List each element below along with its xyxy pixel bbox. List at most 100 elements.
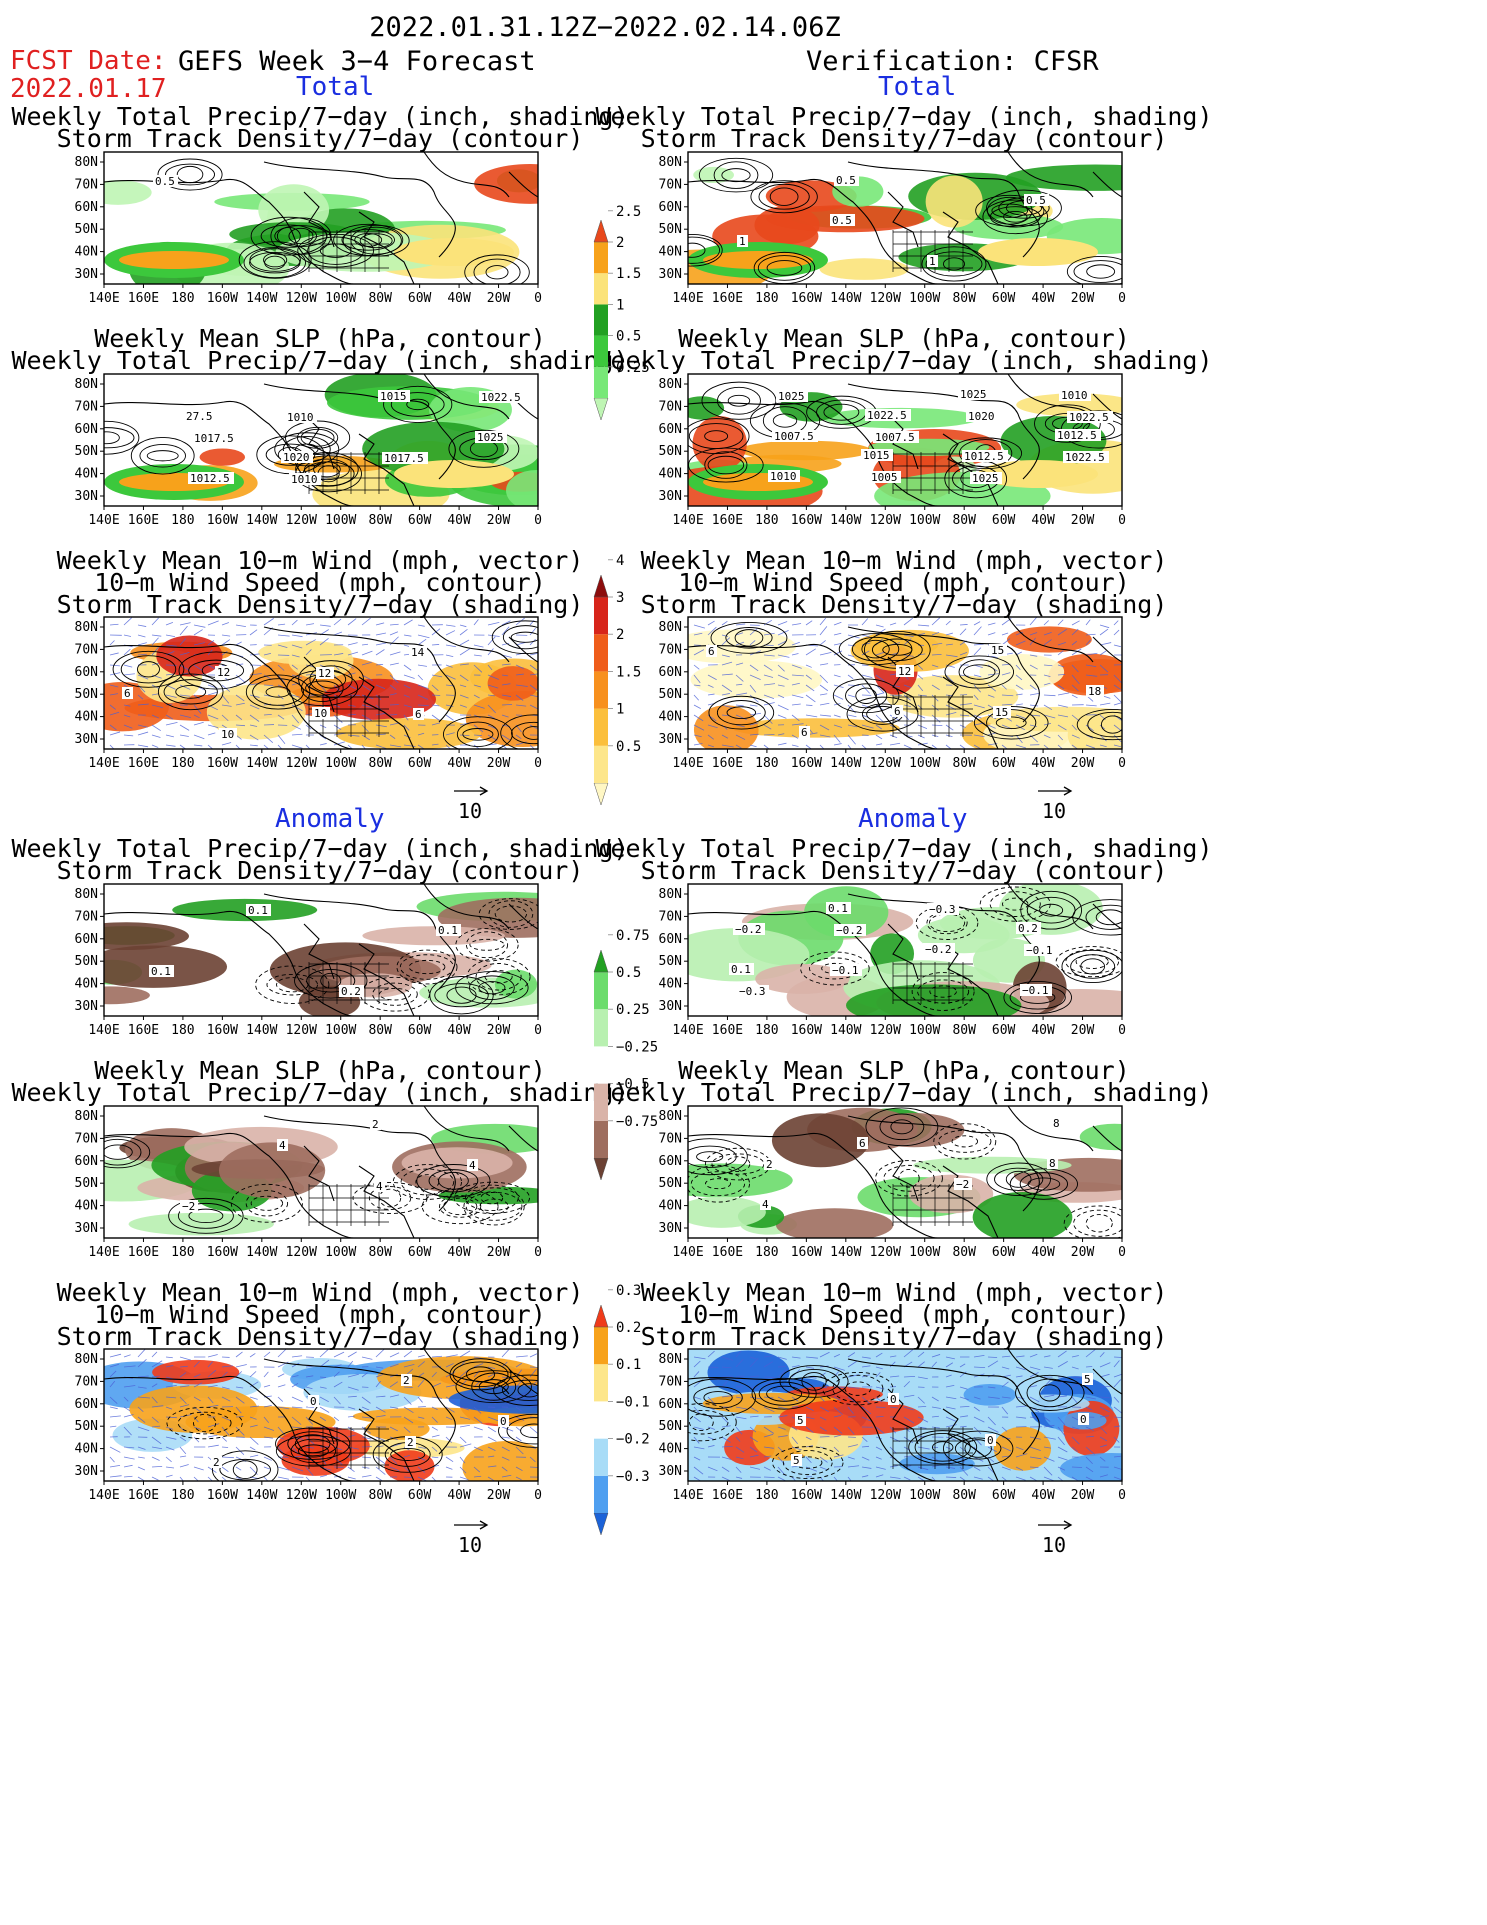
lon-tick-label: 160E [712,1245,743,1260]
contour-label: 8 [1049,1157,1056,1170]
colorbar-swatch [594,366,608,398]
lat-tick-label: 80N [75,1352,98,1367]
lat-tick-label: 80N [659,377,682,392]
title-fc-total-wind: Weekly Mean 10−m Wind (mph, vector) 10−m … [56,546,584,619]
panel-ob-total-wind: 6 15 18 6 12 15 6 80N 70N 60N 50N 40N 30N 140E 160E 180… [624,616,1204,787]
lon-tick-label: 0 [1118,756,1126,771]
lon-tick-label: 160E [712,756,743,771]
contour-label: 1010 [770,470,797,483]
lon-tick-label: 80W [368,1245,392,1260]
lat-tick-label: 60N [75,932,98,947]
lon-tick-label: 140W [830,1245,861,1260]
colorbar-label: 0.5 [616,329,641,345]
colorbar-label: 3 [616,590,624,606]
lon-tick-label: 40W [447,756,471,771]
lon-tick-label: 20W [487,756,511,771]
colorbar-swatch [594,745,608,783]
lat-tick-label: 50N [659,954,682,969]
contour-label: 1022.5 [867,409,907,422]
lon-tick-label: 160E [128,1023,159,1038]
fcst-date-label: FCST Date: [10,46,167,76]
contour-label: 1010 [291,473,318,486]
lon-tick-label: 160E [128,756,159,771]
lon-tick-label: 40W [447,1245,471,1260]
contour-label: 1 [929,255,936,268]
lon-tick-label: 0 [1118,1023,1126,1038]
lat-tick-label: 70N [659,1374,682,1389]
contour-label: 5 [1084,1373,1091,1386]
title-fc-total-precip: Weekly Total Precip/7−day (inch, shading… [11,102,629,153]
lon-tick-label: 40W [1031,1023,1055,1038]
contour-label: 0.5 [832,214,852,227]
colorbar-swatch [593,949,609,973]
lon-tick-label: 120W [870,1488,901,1503]
colorbar-swatch [594,242,608,274]
lon-tick-label: 60W [992,513,1016,528]
lon-tick-label: 60W [408,1488,432,1503]
lon-tick-label: 180 [171,1488,194,1503]
lon-tick-label: 120W [870,1245,901,1260]
contour-label: 1020 [283,451,310,464]
lon-tick-label: 140W [246,291,277,306]
colorbar-swatch [594,1120,608,1158]
lon-tick-label: 80W [952,513,976,528]
contour-label: 1025 [477,431,504,444]
colorbar-swatch [594,671,608,709]
section-total-left: Total [296,72,375,102]
lon-tick-label: 180 [755,1245,778,1260]
lon-tick-label: 160W [207,513,238,528]
title-ob-total-precip: Weekly Total Precip/7−day (inch, shading… [595,102,1213,153]
colorbar-swatch [594,1083,608,1121]
lat-tick-label: 50N [659,1419,682,1434]
lon-tick-label: 40W [447,1023,471,1038]
lon-tick-label: 180 [755,1023,778,1038]
lon-tick-label: 160E [128,1245,159,1260]
colorbar-swatch [594,1009,608,1047]
lat-tick-label: 70N [659,642,682,657]
lon-tick-label: 60W [992,756,1016,771]
lon-tick-label: 180 [755,513,778,528]
lon-tick-label: 80W [952,1023,976,1038]
lon-tick-label: 140W [830,1488,861,1503]
colorbar-label: 2.5 [616,204,641,220]
contour-label: 6 [859,1137,866,1150]
contour-label: 2 [403,1374,410,1387]
lon-tick-label: 0 [534,291,542,306]
lat-tick-label: 40N [75,245,98,260]
contour-label: 0.1 [248,904,268,917]
lat-tick-label: 50N [75,954,98,969]
contour-label: 1010 [287,411,314,424]
contour-label: 10 [314,707,327,720]
colorbar-swatch [594,335,608,367]
colorbar-storm-anom: −0.3 −0.2 −0.1 0.1 0.2 0.3 [590,1283,730,1536]
lon-tick-label: 20W [487,513,511,528]
colorbar-swatch [594,972,608,1010]
lon-tick-label: 160W [791,1488,822,1503]
lon-tick-label: 140W [830,513,861,528]
fcst-date-value: 2022.01.17 [10,74,167,104]
lat-tick-label: 70N [75,1131,98,1146]
lat-tick-label: 80N [659,887,682,902]
lon-tick-label: 140W [246,513,277,528]
lon-tick-label: 160W [791,1023,822,1038]
contour-label: 1005 [871,471,898,484]
contour-label: 0.5 [155,175,175,188]
lon-tick-label: 100W [909,1488,940,1503]
contour-label: 1007.5 [875,431,915,444]
contour-label: 2 [372,1118,379,1131]
contour-label: 1015 [380,390,407,403]
lat-tick-label: 60N [659,422,682,437]
lon-tick-label: 140E [88,1488,119,1503]
contour-label: 1007.5 [774,430,814,443]
colorbar-label: 0.75 [616,928,650,944]
lon-tick-label: 100W [325,291,356,306]
contour-label: 2 [407,1436,414,1449]
lat-tick-label: 60N [75,1154,98,1169]
lat-tick-label: 60N [659,1154,682,1169]
lon-tick-label: 160E [712,513,743,528]
colorbar-label: 0.3 [616,1283,641,1299]
lon-tick-label: 80W [952,291,976,306]
date-range-title: 2022.01.31.12Z−2022.02.14.06Z [369,12,841,43]
lon-tick-label: 100W [909,1023,940,1038]
title-fc-anom-precip: Weekly Total Precip/7−day (inch, shading… [11,834,629,885]
